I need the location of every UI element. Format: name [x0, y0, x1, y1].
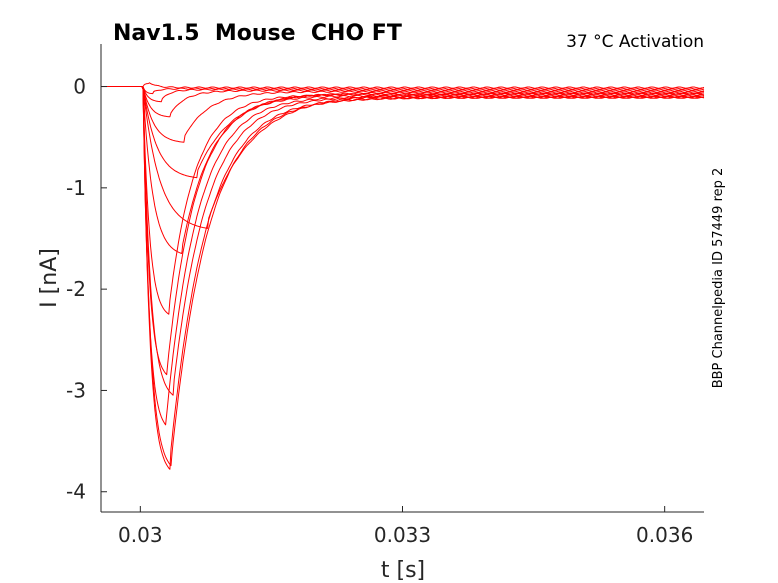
x-tick-group: 0.03 0.033 0.036 — [118, 506, 693, 547]
current-trace-8 — [101, 86, 705, 254]
y-tick-label: -2 — [66, 277, 86, 301]
y-tick-label: -4 — [66, 480, 86, 504]
plot-area: 0.03 0.033 0.036 0 -1 -2 -3 -4 — [66, 44, 705, 547]
x-tick-label: 0.036 — [636, 523, 693, 547]
y-tick-group: 0 -1 -2 -3 -4 — [66, 75, 107, 504]
y-tick-label: -3 — [66, 378, 86, 402]
current-trace-6 — [101, 86, 705, 179]
x-axis-label: t [s] — [381, 558, 425, 583]
current-trace-1 — [101, 82, 705, 89]
current-trace-10 — [101, 86, 705, 376]
current-trace-13 — [101, 86, 704, 470]
trace-group — [101, 82, 705, 470]
current-trace-12 — [101, 86, 705, 426]
y-tick-label: -1 — [66, 176, 86, 200]
current-trace-3 — [101, 86, 705, 103]
channelpedia-id-note: BBP Channelpedia ID 57449 rep 2 — [711, 168, 726, 389]
current-trace-9 — [101, 86, 705, 315]
x-tick-label: 0.03 — [118, 523, 163, 547]
x-tick-label: 0.033 — [374, 523, 431, 547]
y-tick-label: 0 — [73, 75, 86, 99]
chart-subtitle: 37 °C Activation — [566, 32, 704, 52]
chart-title: Nav1.5 Mouse CHO FT — [113, 21, 402, 46]
y-axis-label: I [nA] — [37, 248, 62, 308]
current-trace-14 — [101, 86, 705, 467]
